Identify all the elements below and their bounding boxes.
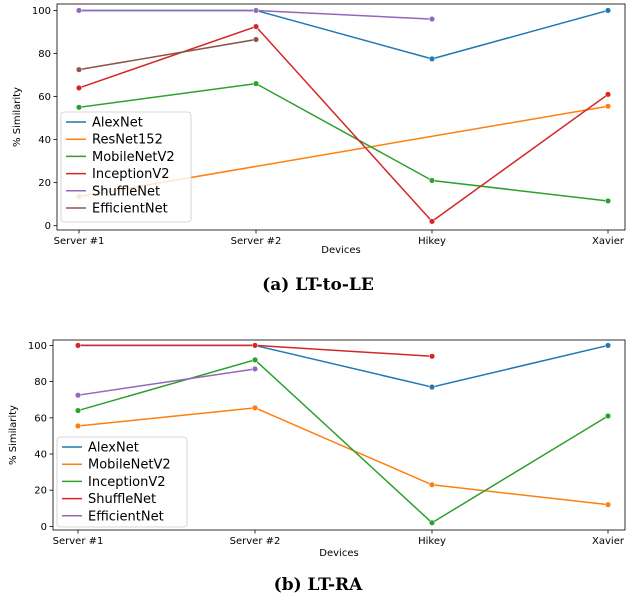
legend-box [56,436,188,528]
x-axis-label: Devices [321,245,360,256]
x-tick-label: Server #1 [53,536,104,547]
data-point [604,7,612,14]
x-axis-label: Devices [319,548,358,559]
legend-label: AlexNet [92,116,143,131]
y-tick-label: 0 [45,221,51,232]
series-alexnet [74,342,612,391]
legend-label: MobileNetV2 [92,150,175,165]
x-tick-label: Server #1 [54,236,105,247]
data-point [604,103,612,110]
x-tick-label: Xavier [592,236,625,247]
legend-label: ResNet152 [92,133,163,148]
figure-caption: (b) LT-RA [274,575,363,595]
data-point [251,404,259,411]
series-line [77,407,609,506]
legend-label: EfficientNet [92,202,168,217]
series-shufflenet [74,342,436,360]
data-point [428,519,436,526]
data-point [428,353,436,360]
x-tick-label: Server #2 [231,236,282,247]
series-mobilenetv2 [75,80,612,204]
series-line [78,82,609,202]
data-point [74,407,82,414]
series-mobilenetv2 [74,404,612,508]
data-point [74,392,82,399]
data-point [604,501,612,508]
data-point [74,422,82,430]
y-axis-label: % Similarity [12,87,23,147]
legend: AlexNet ResNet152 MobileNetV2 InceptionV2 Sh… [60,111,192,223]
series-inceptionv2 [74,356,612,526]
y-tick-label: 60 [38,92,51,103]
data-point [428,481,436,488]
y-tick-label: 40 [34,450,47,461]
data-point [428,55,436,62]
series-efficientnet [75,36,260,73]
x-tick-label: Xavier [592,536,625,547]
series-line [78,38,257,71]
data-point [75,84,83,91]
legend-label: EfficientNet [88,509,164,524]
series-line [77,368,256,396]
figure-caption: (a) LT-to-LE [262,275,374,295]
legend-label: ShuffleNet [88,492,156,507]
data-point [251,365,259,373]
x-tick-label: Hikey [418,536,446,547]
plot-frame [56,3,626,231]
y-tick-label: 60 [34,413,47,424]
plot-frame [52,339,626,531]
data-point [252,7,260,14]
series-shufflenet [75,7,436,23]
series-line [77,359,609,524]
x-tick-label: Server #2 [230,536,281,547]
series-line [78,344,609,388]
y-tick-label: 0 [41,522,47,533]
data-point [252,36,260,43]
series-line [79,9,609,60]
data-point [252,23,260,30]
data-point [251,342,259,349]
legend-label: InceptionV2 [88,475,166,490]
y-tick-label: 20 [38,178,51,189]
y-tick-label: 100 [28,341,47,352]
legend-label: InceptionV2 [92,167,170,182]
legend-box [60,111,192,223]
y-tick-label: 20 [34,486,47,497]
data-point [428,177,436,184]
series-efficientnet [74,365,259,399]
data-point [604,342,612,349]
data-point [251,356,259,363]
data-point [604,412,612,420]
series-inceptionv2 [75,23,612,225]
data-point [428,383,436,391]
legend-label: AlexNet [88,441,139,456]
y-tick-label: 80 [34,377,47,388]
data-point [604,91,612,98]
y-tick-label: 80 [38,49,51,60]
data-point [252,80,260,87]
x-tick-label: Hikey [418,236,446,247]
y-axis-label: % Similarity [8,405,19,465]
data-point [75,7,83,14]
data-point [428,218,436,225]
legend: AlexNet MobileNetV2 InceptionV2 ShuffleNet E… [56,436,188,528]
y-tick-label: 100 [32,6,51,17]
data-point [75,104,83,111]
chart-lt-ra: 0 20 40 60 80 100 Server #1 Server #2 Hikey Xavie… [8,339,626,595]
data-point [74,342,82,349]
chart-lt-to-le: 0 20 40 60 80 100 Server #1 Server #2 Hikey Xavie… [12,3,626,295]
legend-label: ShuffleNet [92,184,160,199]
legend-label: MobileNetV2 [88,458,171,473]
data-point [75,66,83,73]
series-alexnet [75,7,612,62]
series-line [78,25,609,223]
y-tick-label: 40 [38,135,51,146]
data-point [428,16,436,23]
data-point [604,197,612,204]
